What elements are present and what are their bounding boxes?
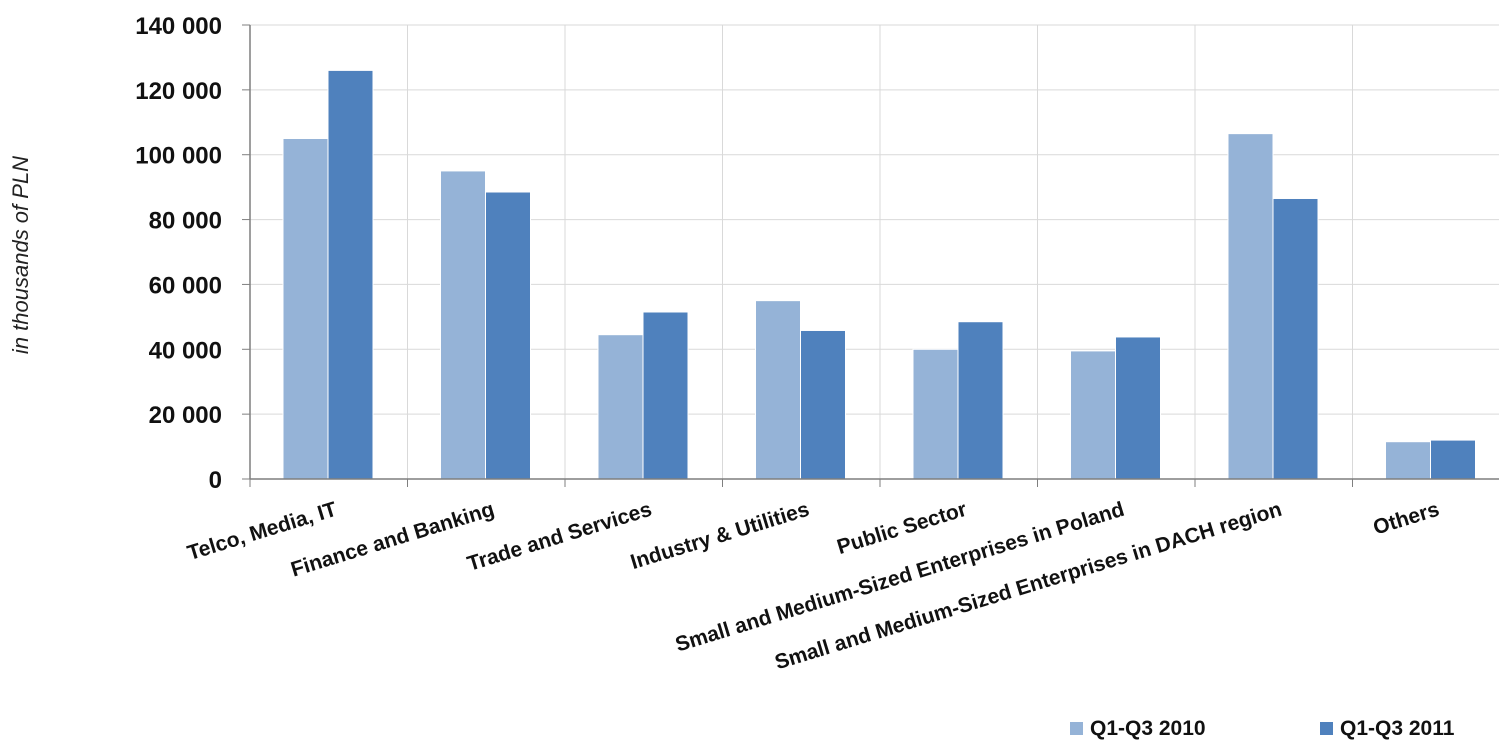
bar xyxy=(597,334,644,480)
bar xyxy=(1115,336,1161,480)
bar xyxy=(755,300,801,480)
bar xyxy=(1070,350,1116,480)
legend-swatch xyxy=(1070,722,1083,735)
y-tick-label: 80 000 xyxy=(149,208,222,235)
category-label: Others xyxy=(1371,498,1442,540)
bar xyxy=(1430,439,1476,480)
bar xyxy=(912,348,959,480)
y-tick-label: 140 000 xyxy=(135,13,222,40)
y-tick-label: 0 xyxy=(209,467,222,494)
y-tick-label: 60 000 xyxy=(149,272,222,299)
bar xyxy=(485,191,531,480)
bar xyxy=(642,311,689,480)
y-tick-label: 100 000 xyxy=(135,143,222,170)
bar xyxy=(1272,197,1319,480)
y-tick-label: 120 000 xyxy=(135,78,222,105)
axes xyxy=(242,24,1499,487)
bar xyxy=(440,170,486,480)
category-label: Industry & Utilities xyxy=(628,498,812,574)
legend-label: Q1-Q3 2011 xyxy=(1340,717,1455,740)
bar xyxy=(1227,133,1274,480)
y-axis-title: in thousands of PLN xyxy=(8,156,33,354)
bars xyxy=(282,69,1476,480)
bar xyxy=(957,321,1004,480)
y-tick-label: 20 000 xyxy=(149,402,222,429)
legend-label: Q1-Q3 2010 xyxy=(1090,717,1206,740)
y-tick-labels: 0 20 000 40 000 60 000 80 000 100 000 120 000 1… xyxy=(135,13,222,494)
legend: Q1-Q3 2010 Q1-Q3 2011 xyxy=(1070,717,1455,740)
bar xyxy=(327,69,374,480)
legend-swatch xyxy=(1320,722,1333,735)
bar xyxy=(800,329,846,480)
bar xyxy=(282,138,329,480)
y-tick-label: 40 000 xyxy=(149,337,222,364)
bar xyxy=(1385,441,1431,480)
